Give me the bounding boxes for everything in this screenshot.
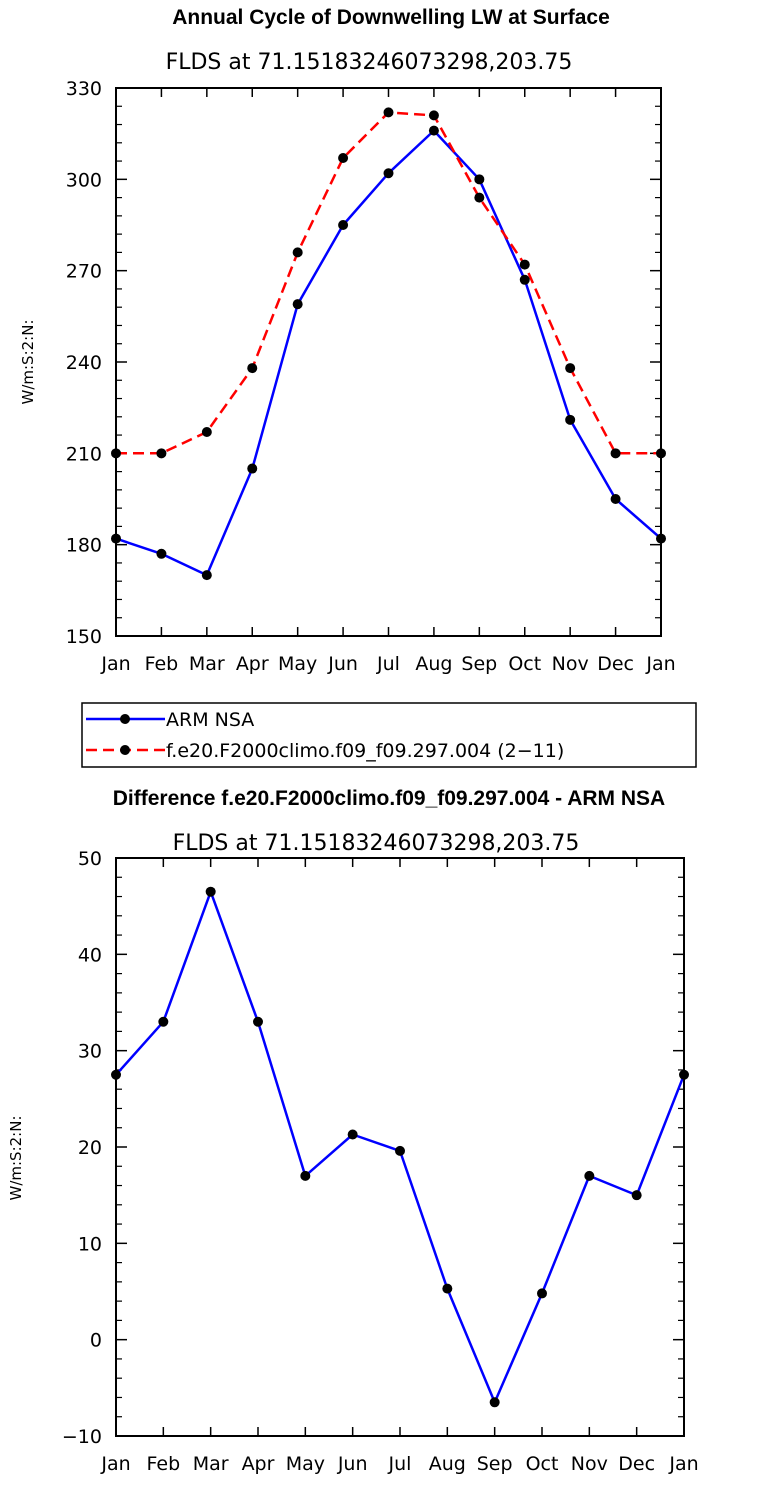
chart-1-y-axis-label: W/m:S:2:N: bbox=[19, 320, 37, 405]
chart-1-x-tick-label: Jun bbox=[327, 653, 358, 675]
chart-1-series-0-point bbox=[565, 414, 576, 425]
legend-marker-arm-nsa bbox=[120, 714, 130, 724]
chart-1-x-tick-label: Nov bbox=[552, 653, 589, 675]
chart-2-y-tick-label: 40 bbox=[78, 944, 102, 966]
legend-label-model: f.e20.F2000climo.f09_f09.297.004 (2−11) bbox=[166, 740, 564, 762]
chart-2-series-0-point bbox=[347, 1129, 358, 1140]
legend-marker-model bbox=[120, 745, 130, 755]
chart-1-y-tick-label: 240 bbox=[66, 352, 102, 374]
chart-1-series-0-point bbox=[156, 548, 167, 559]
chart-2-x-tick-label: Oct bbox=[526, 1453, 559, 1475]
chart-1-plot-area: Jan Feb Mar Apr May Jun Jul Aug Sep Oct Nov Dec Jan 1… bbox=[66, 78, 676, 675]
chart-1-series-1-point bbox=[565, 363, 576, 374]
chart-1-series-1-point bbox=[656, 448, 666, 459]
chart-2-y-axis-label: W/m:S:2:N: bbox=[7, 1116, 25, 1201]
chart-1-series-0-line bbox=[115, 129, 662, 577]
chart-1-y-tick-label: 330 bbox=[66, 78, 102, 100]
chart-1: Annual Cycle of Downwelling LW at Surfac… bbox=[19, 6, 697, 768]
chart-1-series-1-point bbox=[610, 448, 621, 459]
chart-1-y-tick-label: 300 bbox=[66, 169, 102, 191]
chart-1-x-tick-label: Jul bbox=[376, 653, 400, 675]
chart-1-x-tick-label: Feb bbox=[145, 653, 179, 675]
chart-2-x-tick-label: Mar bbox=[193, 1453, 229, 1475]
chart-2-y-tick-label: 10 bbox=[78, 1233, 102, 1255]
chart-1-series-0-point bbox=[428, 125, 439, 136]
chart-1-series-0-point bbox=[338, 220, 349, 230]
chart-1-x-tick-label: Aug bbox=[415, 653, 452, 675]
chart-2-series-0-point bbox=[584, 1170, 595, 1181]
chart-1-series-0-point bbox=[519, 274, 530, 285]
chart-2-y-tick-label: 0 bbox=[90, 1330, 102, 1352]
chart-1-series-0-point bbox=[247, 463, 258, 474]
chart-2-x-tick-label: Nov bbox=[571, 1453, 608, 1475]
chart-2-series-0-point bbox=[631, 1190, 642, 1201]
chart-1-x-tick-label: Jan bbox=[100, 653, 130, 675]
chart-1-series-1-point bbox=[338, 153, 349, 164]
chart-2-series-0-point bbox=[442, 1283, 453, 1294]
chart-1-series-1-point bbox=[474, 192, 485, 203]
chart-2-x-tick-label: Dec bbox=[618, 1453, 655, 1475]
chart-1-series-1-point bbox=[428, 110, 439, 121]
chart-2-series-0-point bbox=[253, 1016, 263, 1027]
chart-1-series-0-point bbox=[656, 533, 666, 544]
chart-1-series-1-point bbox=[383, 107, 394, 118]
chart-1-y-tick-label: 210 bbox=[66, 443, 102, 465]
chart-2-series-0-point bbox=[300, 1170, 311, 1181]
chart-2-series-0-point bbox=[158, 1016, 169, 1027]
chart-1-y-tick-label: 180 bbox=[66, 535, 102, 557]
chart-1-series-1-point bbox=[156, 448, 167, 459]
chart-2-series-0-point bbox=[679, 1069, 689, 1080]
chart-1-series-0-point bbox=[292, 299, 303, 310]
chart-2-x-tick-label: Jul bbox=[388, 1453, 412, 1475]
chart-2-x-tick-label: Jun bbox=[337, 1453, 368, 1475]
chart-2-subtitle: FLDS at 71.15183246073298,203.75 bbox=[173, 831, 580, 856]
chart-2-x-tick-label: Feb bbox=[147, 1453, 181, 1475]
chart-1-x-tick-label: Oct bbox=[508, 653, 541, 675]
chart-2-x-tick-label: May bbox=[286, 1453, 325, 1475]
chart-1-x-tick-label: Dec bbox=[597, 653, 634, 675]
chart-2-title: Difference f.e20.F2000climo.f09_f09.297.… bbox=[113, 787, 665, 810]
chart-1-x-tick-label: Apr bbox=[236, 653, 269, 675]
chart-1-series-0-point bbox=[111, 533, 121, 544]
chart-1-legend: ARM NSA f.e20.F2000climo.f09_f09.297.004… bbox=[81, 702, 697, 768]
chart-1-series-1-point bbox=[111, 448, 121, 459]
chart-1-y-tick-label: 150 bbox=[66, 626, 102, 648]
chart-1-series-1-line bbox=[116, 111, 661, 455]
chart-1-series-1-point bbox=[247, 363, 258, 374]
chart-1-x-tick-label: Jan bbox=[645, 653, 675, 675]
legend-box bbox=[81, 702, 697, 768]
chart-2-series-0-point bbox=[111, 1069, 121, 1080]
chart-2-x-tick-label: Jan bbox=[100, 1453, 130, 1475]
chart-2-y-tick-label: 20 bbox=[78, 1137, 102, 1159]
chart-2-x-tick-label: Apr bbox=[242, 1453, 275, 1475]
chart-1-series-0-point bbox=[610, 494, 621, 504]
chart-2-y-tick-label: 30 bbox=[78, 1041, 102, 1063]
legend-label-arm-nsa: ARM NSA bbox=[166, 709, 254, 731]
chart-1-x-tick-label: Sep bbox=[461, 653, 497, 675]
chart-2: Difference f.e20.F2000climo.f09_f09.297.… bbox=[7, 787, 699, 1475]
chart-1-series-0-point bbox=[201, 570, 212, 581]
chart-1-series-1-point bbox=[292, 247, 303, 258]
chart-1-series-0-point bbox=[383, 168, 394, 179]
chart-1-subtitle: FLDS at 71.15183246073298,203.75 bbox=[166, 50, 573, 75]
chart-1-series-0-point bbox=[474, 174, 485, 185]
chart-2-x-tick-label: Sep bbox=[477, 1453, 513, 1475]
chart-1-title: Annual Cycle of Downwelling LW at Surfac… bbox=[172, 6, 610, 29]
chart-2-y-tick-label: −10 bbox=[62, 1426, 102, 1448]
chart-2-x-tick-label: Aug bbox=[429, 1453, 466, 1475]
chart-2-y-tick-label: 50 bbox=[78, 848, 102, 870]
chart-1-series-1-point bbox=[519, 259, 530, 270]
chart-1-x-tick-label: Mar bbox=[189, 653, 225, 675]
chart-2-series-0-point bbox=[489, 1397, 500, 1408]
chart-1-y-tick-label: 270 bbox=[66, 261, 102, 283]
chart-2-series-0-point bbox=[205, 886, 216, 897]
chart-1-x-tick-label: May bbox=[278, 653, 317, 675]
chart-1-series-1-point bbox=[201, 427, 212, 438]
chart-2-series-0-point bbox=[537, 1288, 547, 1299]
chart-2-x-tick-label: Jan bbox=[668, 1453, 698, 1475]
chart-2-series-0-point bbox=[395, 1145, 405, 1156]
chart-2-plot-area: Jan Feb Mar Apr May Jun Jul Aug Sep Oct Nov Dec Jan −… bbox=[62, 848, 699, 1475]
